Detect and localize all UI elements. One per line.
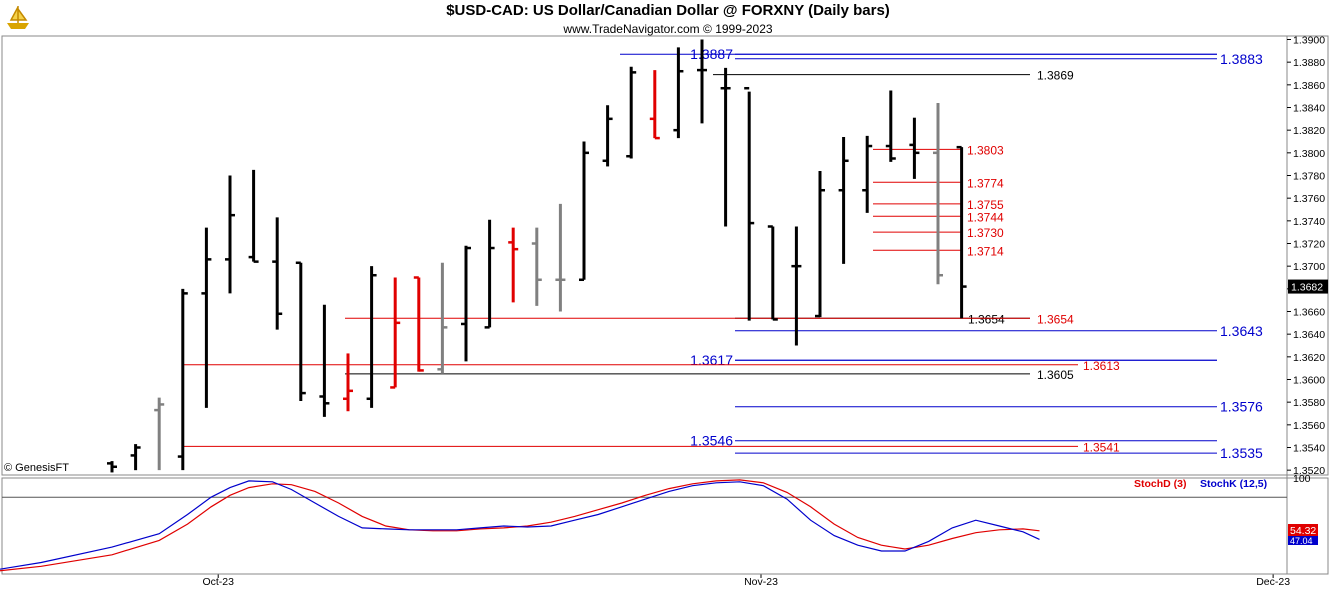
last-price-badge	[1288, 279, 1328, 294]
level-label: 1.3887	[690, 46, 733, 62]
ohlc-bar	[107, 461, 117, 473]
y-tick-label: 1.3620	[1293, 352, 1325, 364]
stoch-series-line	[0, 480, 1040, 570]
stochk-value-badge	[1288, 536, 1318, 545]
ohlc-bar	[579, 141, 589, 282]
level-label: 1.3541	[1083, 440, 1120, 454]
stochk-value-label: 47.04	[1290, 536, 1313, 546]
ohlc-bar	[366, 266, 377, 408]
y-tick-label: 1.3740	[1293, 216, 1325, 228]
x-tick-label: Oct-23	[202, 576, 234, 588]
ohlc-bar	[815, 170, 825, 318]
y-tick-label: 1.3820	[1293, 125, 1325, 137]
y-tick-label: 1.3860	[1293, 80, 1325, 92]
ohlc-bar	[555, 203, 566, 312]
price-panel-border	[1, 35, 1329, 476]
ohlc-bar	[909, 117, 920, 179]
ohlc-bar	[272, 217, 283, 330]
ohlc-bar	[838, 136, 849, 264]
y-tick-label: 1.3520	[1293, 465, 1325, 477]
ohlc-bar	[130, 444, 141, 471]
y-tick-label: 1.3880	[1293, 57, 1325, 69]
trade-navigator-ship-logo-icon	[3, 3, 33, 38]
y-tick-label: 1.3580	[1293, 397, 1325, 409]
ohlc-bar	[933, 102, 943, 285]
level-label: 1.3774	[967, 176, 1004, 190]
copyright-label: © GenesisFT	[4, 462, 69, 474]
ohlc-bar	[649, 70, 660, 140]
ohlc-bar	[744, 86, 755, 321]
ohlc-bar	[319, 304, 330, 417]
stoch-y-tick-label: 100	[1293, 473, 1311, 485]
y-tick-label: 1.3800	[1293, 148, 1325, 160]
ohlc-bar	[885, 90, 896, 162]
y-tick-label: 1.3600	[1293, 375, 1325, 387]
y-tick-label: 1.3760	[1293, 193, 1325, 205]
level-label: 1.3744	[967, 210, 1004, 224]
x-tick-label: Nov-23	[744, 576, 778, 588]
y-tick-label: 1.3840	[1293, 103, 1325, 115]
level-label: 1.3654	[968, 312, 1005, 326]
legend-stochk: StochK (12,5)	[1200, 478, 1267, 490]
level-label: 1.3714	[967, 244, 1004, 258]
level-label: 1.3869	[1037, 69, 1074, 83]
ohlc-bar	[791, 226, 802, 346]
stoch-panel-border	[1, 477, 1329, 575]
level-label: 1.3730	[967, 226, 1004, 240]
ohlc-bar	[248, 169, 259, 263]
ohlc-bar	[154, 397, 165, 471]
ohlc-bar	[343, 353, 353, 412]
level-label: 1.3535	[1220, 445, 1263, 461]
level-label: 1.3654	[1037, 312, 1074, 326]
ohlc-bar	[673, 47, 684, 139]
ohlc-bar	[225, 175, 235, 294]
ohlc-bar	[413, 276, 424, 372]
level-label: 1.3605	[1037, 368, 1074, 382]
ohlc-bar	[484, 219, 495, 329]
y-tick-label: 1.3660	[1293, 307, 1325, 319]
legend-stochd: StochD (3)	[1134, 478, 1187, 490]
last-price-label: 1.3682	[1291, 282, 1323, 294]
ohlc-bar	[437, 262, 448, 374]
y-tick-label: 1.3540	[1293, 443, 1325, 455]
y-tick-label: 1.3900	[1293, 35, 1325, 47]
ohlc-bar	[602, 105, 613, 167]
stoch-series-line	[0, 479, 1040, 572]
y-tick-label: 1.3700	[1293, 261, 1325, 273]
level-label: 1.3643	[1220, 323, 1263, 339]
y-tick-label: 1.3560	[1293, 420, 1325, 432]
ohlc-bar	[626, 66, 637, 159]
chart-title: $USD-CAD: US Dollar/Canadian Dollar @ FO…	[446, 2, 890, 19]
y-tick-label: 1.3780	[1293, 171, 1325, 183]
stochd-value-label: 54.32	[1290, 525, 1316, 537]
ohlc-bar	[201, 227, 212, 408]
stochd-value-badge	[1288, 524, 1318, 536]
level-label: 1.3617	[690, 352, 733, 368]
level-label: 1.3613	[1083, 359, 1120, 373]
y-tick-label: 1.3720	[1293, 239, 1325, 251]
ohlc-bar	[390, 277, 401, 389]
ohlc-bar	[720, 67, 731, 227]
level-label: 1.3755	[967, 198, 1004, 212]
x-tick-label: Dec-23	[1256, 576, 1290, 588]
level-label: 1.3576	[1220, 399, 1263, 415]
ohlc-bar	[461, 245, 471, 362]
y-tick-label: 1.3640	[1293, 329, 1325, 341]
level-label: 1.3803	[967, 143, 1004, 157]
ohlc-bar	[508, 227, 519, 303]
level-label: 1.3883	[1220, 51, 1263, 67]
ohlc-bar	[177, 288, 188, 471]
ohlc-bar	[295, 261, 306, 402]
ohlc-bar	[767, 225, 778, 321]
ohlc-bar	[862, 135, 873, 213]
chart-subtitle: www.TradeNavigator.com © 1999-2023	[563, 22, 773, 36]
ohlc-bar	[697, 39, 707, 124]
ohlc-bar	[956, 145, 967, 319]
level-label: 1.3546	[690, 433, 733, 449]
ohlc-bar	[531, 227, 542, 306]
